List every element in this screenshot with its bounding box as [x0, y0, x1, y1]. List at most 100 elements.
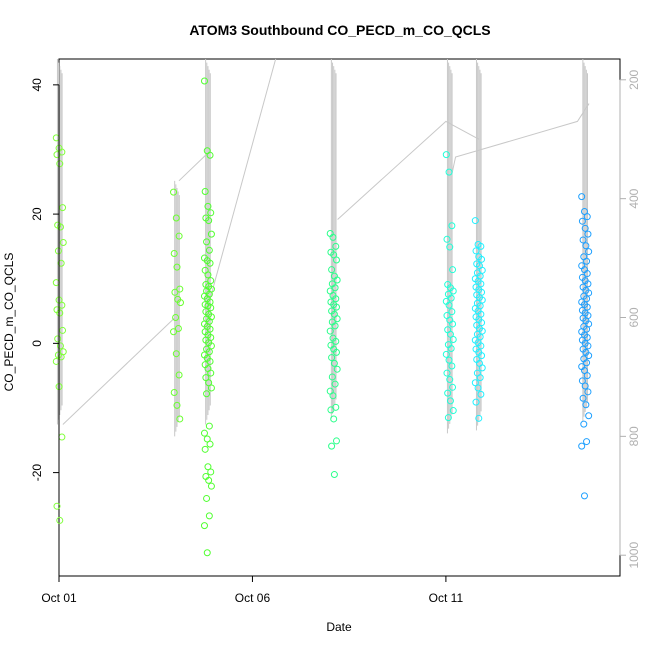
data-point — [332, 348, 340, 356]
data-point — [330, 415, 338, 423]
y2-tick-label: 1000 — [627, 542, 641, 569]
data-point — [449, 320, 457, 328]
data-point — [59, 204, 67, 212]
profile-link-line — [62, 317, 176, 425]
data-point — [328, 442, 336, 450]
data-point — [472, 398, 480, 406]
data-point — [332, 242, 340, 250]
data-point — [472, 247, 480, 255]
data-point — [331, 380, 339, 388]
data-point — [442, 151, 450, 159]
y2-tick-label: 200 — [627, 69, 641, 89]
data-point — [583, 372, 591, 380]
data-point — [478, 364, 486, 372]
data-point — [477, 390, 485, 398]
data-point — [174, 324, 182, 332]
data-point — [332, 295, 340, 303]
x-tick-label: Oct 11 — [429, 591, 464, 605]
data-point — [446, 330, 454, 338]
data-point — [584, 230, 592, 238]
data-point — [579, 236, 587, 244]
data-point — [56, 223, 64, 231]
data-point — [205, 246, 213, 254]
data-point — [444, 389, 452, 397]
data-point — [53, 151, 61, 159]
data-point — [585, 352, 593, 360]
data-point — [200, 522, 208, 530]
data-point — [202, 374, 210, 382]
data-point — [331, 322, 339, 330]
data-point — [478, 255, 486, 263]
data-point — [446, 376, 454, 384]
data-point — [582, 401, 590, 409]
y2-tick-label: 800 — [627, 426, 641, 446]
data-point — [476, 374, 484, 382]
data-point — [207, 369, 215, 377]
data-point — [206, 151, 214, 159]
data-point — [448, 222, 456, 230]
data-point — [173, 263, 181, 271]
data-point — [329, 392, 337, 400]
data-point — [449, 407, 457, 415]
data-point — [583, 438, 591, 446]
data-point — [207, 468, 215, 476]
data-point — [206, 357, 214, 365]
data-point — [580, 366, 588, 374]
data-point — [448, 362, 456, 370]
data-point — [53, 502, 61, 510]
data-point — [175, 371, 183, 379]
data-point — [582, 242, 590, 250]
data-point — [332, 256, 340, 264]
data-point — [57, 259, 65, 267]
data-point — [328, 354, 336, 362]
data-point — [207, 277, 215, 285]
data-point — [471, 217, 479, 225]
data-point — [329, 233, 337, 241]
data-point — [474, 384, 482, 392]
data-point — [442, 350, 450, 358]
y-tick-label: 20 — [30, 207, 44, 221]
data-point — [578, 377, 586, 385]
data-point — [54, 247, 62, 255]
data-point — [203, 494, 211, 502]
data-point — [206, 259, 214, 267]
data-point — [176, 415, 184, 423]
data-point — [56, 309, 64, 317]
data-point — [578, 217, 586, 225]
data-point — [171, 288, 179, 296]
data-point — [445, 356, 453, 364]
data-point — [204, 463, 212, 471]
data-point — [444, 414, 452, 422]
data-point — [205, 217, 213, 225]
x-tick-label: Oct 01 — [41, 591, 77, 605]
data-point — [580, 492, 588, 500]
data-point — [207, 482, 215, 490]
data-point — [578, 442, 586, 450]
data-point — [206, 440, 214, 448]
data-point — [581, 224, 589, 232]
data-point — [57, 353, 65, 361]
data-point — [584, 388, 592, 396]
y-tick-label: 40 — [30, 78, 44, 92]
data-points — [52, 77, 593, 557]
data-point — [205, 476, 213, 484]
data-point — [579, 394, 587, 402]
y-axis: -20 0 20 40 — [30, 78, 60, 481]
data-point — [333, 315, 341, 323]
data-point — [475, 414, 483, 422]
data-point — [332, 303, 340, 311]
data-point — [56, 160, 64, 168]
data-point — [170, 188, 178, 196]
data-point — [333, 276, 341, 284]
data-point — [327, 406, 335, 414]
data-point — [175, 232, 183, 240]
data-point — [478, 296, 486, 304]
data-point — [449, 383, 457, 391]
data-point — [176, 299, 184, 307]
data-point — [445, 168, 453, 176]
data-point — [54, 335, 62, 343]
data-point — [585, 248, 593, 256]
data-point — [203, 390, 211, 398]
data-point — [205, 512, 213, 520]
data-point — [583, 295, 591, 303]
